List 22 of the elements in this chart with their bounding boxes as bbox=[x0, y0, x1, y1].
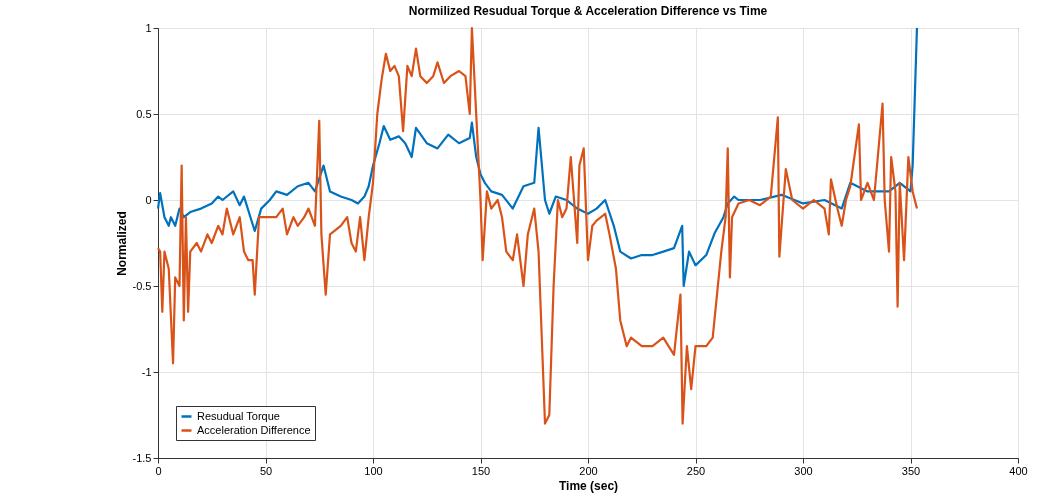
x-tick-label: 400 bbox=[1009, 464, 1028, 477]
x-tick-label: 250 bbox=[686, 464, 706, 477]
line-series bbox=[156, 26, 919, 425]
x-tick-label: 100 bbox=[364, 464, 383, 477]
line-series bbox=[156, 26, 919, 288]
y-tick-label: -1 bbox=[141, 365, 152, 378]
x-axis-title: Time (sec) bbox=[558, 478, 619, 493]
x-tick-label: 0 bbox=[155, 464, 162, 477]
legend-label: Acceleration Difference bbox=[197, 423, 311, 436]
y-tick-label: 1 bbox=[145, 21, 152, 34]
x-tick-label: 200 bbox=[579, 464, 598, 477]
y-tick-label: 0 bbox=[145, 193, 152, 206]
x-tick-label: 350 bbox=[901, 464, 921, 477]
y-tick-label: 0.5 bbox=[136, 107, 152, 120]
legend-label: Resudual Torque bbox=[197, 409, 280, 422]
y-tick-label: -1.5 bbox=[132, 451, 152, 464]
chart-title: Normilized Resudual Torque & Acceleration Difference vs Time bbox=[408, 4, 768, 18]
x-tick-label: 300 bbox=[794, 464, 813, 477]
y-tick-label: -0.5 bbox=[132, 279, 152, 292]
x-tick-label: 150 bbox=[471, 464, 491, 477]
y-axis-title: Normalized bbox=[114, 211, 129, 276]
x-tick-label: 50 bbox=[259, 464, 273, 477]
